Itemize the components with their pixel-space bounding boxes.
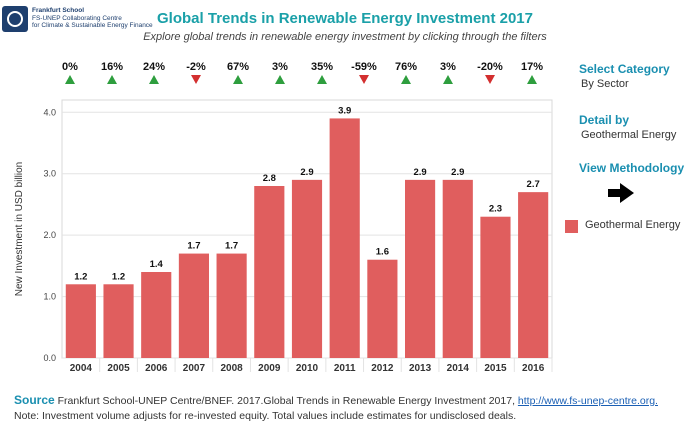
right-arrow-icon[interactable] [608, 183, 634, 203]
growth-up-triangle-icon [107, 75, 117, 84]
growth-label: 0% [62, 61, 78, 73]
x-tick-label-2012: 2012 [371, 363, 394, 374]
data-label-2014: 2.9 [451, 167, 464, 178]
bar-2010 [291, 179, 323, 358]
growth-label: 17% [521, 61, 543, 73]
x-tick-label-2006: 2006 [145, 363, 168, 374]
bar-2006 [141, 272, 172, 358]
y-tick-label: 2.0 [43, 230, 56, 240]
x-tick-label-2011: 2011 [334, 363, 356, 374]
select-category-label[interactable]: Select Category [579, 62, 670, 76]
logo-line-1: Frankfurt School [32, 7, 85, 14]
data-label-2004: 1.2 [74, 271, 87, 282]
growth-up-triangle-icon [149, 75, 159, 84]
data-label-2015: 2.3 [489, 204, 502, 215]
detail-by-label[interactable]: Detail by [579, 113, 630, 127]
growth-up-triangle-icon [443, 75, 453, 84]
y-tick-label: 0.0 [43, 353, 56, 363]
detail-by-value[interactable]: Geothermal Energy [581, 129, 677, 141]
growth-label: 16% [101, 61, 123, 73]
growth-label: -2% [186, 61, 206, 73]
data-label-2013: 2.9 [413, 167, 426, 178]
growth-up-triangle-icon [401, 75, 411, 84]
bar-2014 [442, 179, 473, 358]
bar-2015 [480, 216, 511, 358]
x-tick-label-2008: 2008 [220, 363, 243, 374]
source-line: Source Frankfurt School-UNEP Centre/BNEF… [14, 393, 658, 407]
growth-label: -20% [477, 61, 503, 73]
data-label-2006: 1.4 [150, 259, 164, 270]
legend-label-geothermal: Geothermal Energy [585, 219, 681, 231]
growth-up-triangle-icon [65, 75, 75, 84]
x-tick-label-2014: 2014 [447, 363, 470, 374]
x-tick-label-2013: 2013 [409, 363, 432, 374]
bar-2005 [103, 284, 134, 358]
select-category-value[interactable]: By Sector [581, 78, 629, 90]
data-label-2016: 2.7 [527, 179, 540, 190]
data-label-2009: 2.8 [263, 173, 276, 184]
y-tick-label: 1.0 [43, 292, 56, 302]
growth-label: -59% [351, 61, 377, 73]
growth-down-triangle-icon [359, 75, 369, 84]
bar-2011 [329, 118, 360, 358]
source-text: Frankfurt School-UNEP Centre/BNEF. 2017.… [54, 395, 518, 407]
x-tick-label-2016: 2016 [522, 363, 545, 374]
data-label-2007: 1.7 [187, 241, 200, 252]
growth-up-triangle-icon [233, 75, 243, 84]
page-title: Global Trends in Renewable Energy Invest… [157, 10, 533, 27]
bar-2007 [178, 253, 209, 358]
data-label-2010: 2.9 [300, 167, 313, 178]
bar-2009 [254, 186, 285, 358]
y-axis-title: New Investment in USD billion [14, 162, 25, 297]
source-link[interactable]: http://www.fs-unep-centre.org. [517, 395, 658, 407]
growth-up-triangle-icon [317, 75, 327, 84]
growth-label: 67% [227, 61, 249, 73]
bar-2008 [216, 253, 247, 358]
growth-label: 3% [440, 61, 456, 73]
y-tick-label: 4.0 [43, 107, 56, 117]
growth-down-triangle-icon [485, 75, 495, 84]
growth-up-triangle-icon [275, 75, 285, 84]
data-label-2012: 1.6 [376, 247, 389, 258]
x-tick-label-2015: 2015 [484, 363, 507, 374]
data-label-2005: 1.2 [112, 271, 125, 282]
growth-label: 24% [143, 61, 165, 73]
logo-text: Frankfurt School FS-UNEP Collaborating C… [32, 7, 153, 30]
source-heading: Source [14, 393, 55, 407]
growth-label: 35% [311, 61, 333, 73]
page-subtitle: Explore global trends in renewable energ… [143, 31, 547, 43]
y-tick-label: 3.0 [43, 169, 56, 179]
x-tick-label-2010: 2010 [296, 363, 319, 374]
bar-2004 [65, 284, 96, 358]
logo-line-2: FS-UNEP Collaborating Centre [32, 14, 122, 22]
growth-down-triangle-icon [191, 75, 201, 84]
x-tick-label-2005: 2005 [107, 363, 130, 374]
view-methodology-link[interactable]: View Methodology [579, 161, 685, 175]
growth-label: 76% [395, 61, 417, 73]
frankfurt-school-logo: Frankfurt School FS-UNEP Collaborating C… [2, 6, 153, 36]
logo-mark-icon [2, 6, 28, 32]
x-tick-label-2004: 2004 [70, 363, 93, 374]
x-tick-label-2007: 2007 [183, 363, 206, 374]
growth-label: 3% [272, 61, 288, 73]
bar-2013 [405, 179, 436, 358]
x-tick-label-2009: 2009 [258, 363, 281, 374]
bar-2016 [518, 192, 549, 358]
logo-line-3: for Climate & Sustainable Energy Finance [32, 22, 153, 29]
data-label-2011: 3.9 [338, 105, 351, 116]
data-label-2008: 1.7 [225, 241, 238, 252]
bar-2012 [367, 259, 398, 358]
growth-up-triangle-icon [527, 75, 537, 84]
footnote: Note: Investment volume adjusts for re-i… [14, 410, 517, 422]
legend-swatch-geothermal [565, 220, 578, 233]
